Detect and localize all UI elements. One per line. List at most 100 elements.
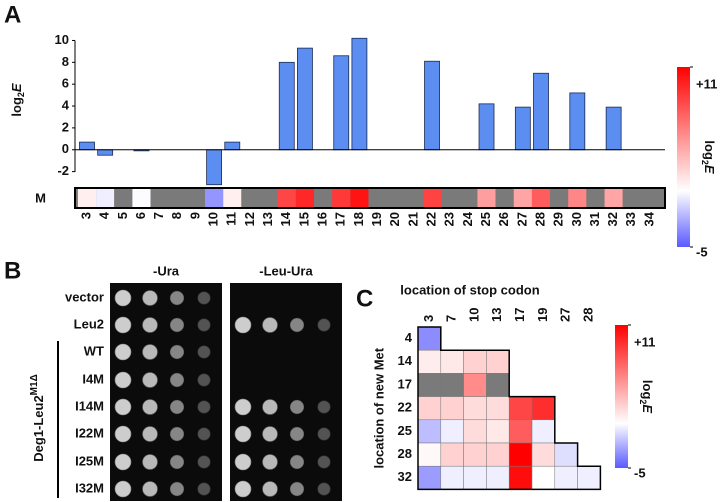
colorbar [615,325,628,468]
colony-spot [142,481,158,497]
colony-spot [197,427,211,441]
heatmap-cell [486,442,510,467]
strip-cell [96,188,115,208]
x-tick-label: 7 [151,212,166,219]
x-tick-label: 17 [333,212,348,226]
strip-cell [441,188,460,208]
bar [533,72,549,151]
strip-cell [459,188,478,208]
strain-label: Leu2 [74,316,104,331]
strip-cell [350,188,369,208]
colony-spot [262,426,278,442]
colony-spot [142,426,158,442]
colorbar-label-sub: 2 [638,399,648,404]
strip-cell [550,188,569,208]
colorbar-tick-label: -5 [696,244,708,259]
strip-cell [332,188,351,208]
x-tick-label: 21 [405,212,420,226]
heatmap-cell [417,465,442,490]
colony-spot [142,454,158,470]
colony-spot [289,426,305,442]
heatmap-cell [508,465,533,490]
panel-letter: B [4,257,21,284]
x-tick-label: 4 [97,211,112,219]
heatmap-cell [440,396,464,421]
strip-cell [114,188,133,208]
x-axis-label: location of stop codon [400,282,539,297]
heatmap-cell [417,326,442,351]
colony-spot [197,455,211,469]
colony-spot [142,290,158,306]
colorbar-label-part: log [702,140,717,160]
x-tick-label: 15 [296,212,311,226]
bar [351,37,368,151]
strain-label: vector [65,289,104,304]
plate-label: -Leu-Ura [259,263,313,278]
heatmap-cell [577,465,601,490]
heatmap-cell [417,419,442,444]
x-tick-label: 30 [569,212,584,226]
y-tick-label: 4 [62,97,70,112]
x-tick-label: 20 [387,212,402,226]
colorbar-label-part: E [640,404,655,413]
colorbar-label-part: E [702,165,717,174]
strip-cell [604,188,623,208]
colony-spot [262,454,278,470]
strain-label: I4M [82,371,104,386]
colony-spot [289,454,305,470]
x-tick-label: 23 [442,212,457,226]
heatmap-cell [486,396,510,421]
heatmap-cell [440,419,464,444]
y-tick-label: 14 [398,353,413,368]
plate-label: -Ura [153,263,180,278]
y-axis-label: location of new Met [371,347,386,468]
x-tick-label: 17 [512,308,527,322]
colony-spot [234,316,252,334]
colony-spot [169,372,185,388]
heatmap-cell [417,373,442,397]
colony-spot [114,343,132,361]
colony-spot [114,398,132,416]
y-axis-label-sub: 2 [16,92,26,97]
bar [605,106,622,151]
strip-cell [168,188,187,208]
x-tick-label: 19 [535,308,550,322]
strain-label: I25M [75,453,104,468]
strip-cell [640,188,660,208]
heatmap-cell [531,465,556,490]
x-tick-label: 16 [315,212,330,226]
colony-spot [114,371,132,389]
group-label-sup: M1Δ [29,374,40,395]
bar [333,55,350,151]
group-label: Deg1-Leu2M1Δ [29,374,47,462]
bar [424,60,440,151]
panel-letter: C [356,285,373,312]
y-tick-label: 25 [398,423,412,438]
bar [79,141,95,151]
heatmap-cell [463,442,487,467]
strip-cell [205,188,224,208]
colorbar-label: log2E [638,380,655,414]
strip-cell [314,188,333,208]
colony-spot [197,373,211,387]
heatmap-cell [486,419,510,444]
x-tick-label: 25 [478,212,493,226]
heatmap-outline [417,326,602,491]
colony-spot [169,399,185,415]
heatmap-cell [463,465,487,490]
heatmap-cell [463,349,487,374]
colony-spot [169,481,185,497]
heatmap-cell [486,349,510,374]
y-tick-label: 32 [398,469,412,484]
y-tick-label: 17 [398,376,412,391]
colony-spot [234,425,252,443]
strip-cell [259,188,278,208]
heatmap-cell [417,396,442,421]
colony-spot [114,289,132,307]
heatmap-cell [463,419,487,444]
x-tick-label: 28 [580,308,595,322]
colony-spot [142,317,158,333]
x-tick-label: 7 [444,315,459,322]
colony-spot [197,482,211,496]
heatmap-cell [554,465,578,490]
